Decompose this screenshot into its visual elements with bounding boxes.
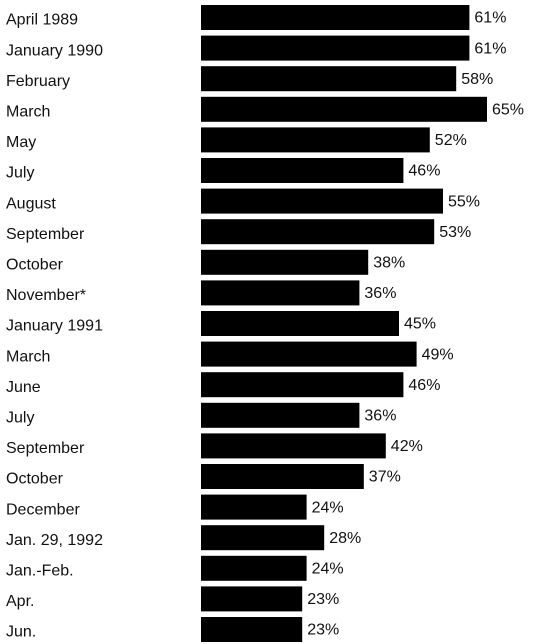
bar [201, 5, 470, 30]
value-label: 65% [492, 102, 524, 119]
bar [201, 158, 404, 183]
category-label: March [6, 348, 50, 365]
category-label: October [6, 257, 64, 274]
value-label: 45% [404, 316, 436, 333]
value-label: 24% [312, 561, 344, 578]
value-label: 36% [364, 285, 396, 302]
category-label: August [6, 195, 56, 212]
bar [201, 280, 360, 306]
category-label: Apr. [6, 593, 34, 610]
value-label: 49% [422, 346, 454, 363]
value-label: 42% [391, 438, 423, 455]
bar [201, 555, 307, 581]
bar [201, 372, 404, 398]
value-label: 53% [439, 224, 471, 241]
bar [201, 586, 303, 612]
bar [201, 341, 417, 367]
value-label: 61% [474, 40, 506, 57]
category-label: Jan. 29, 1992 [6, 532, 103, 549]
bar [201, 127, 430, 153]
bar [201, 464, 364, 489]
category-label: July [6, 410, 34, 427]
bar [201, 617, 303, 642]
value-label: 58% [461, 71, 493, 88]
category-label: November* [6, 287, 86, 304]
value-label: 37% [369, 469, 401, 486]
category-label: January 1991 [6, 318, 103, 335]
value-label: 28% [329, 530, 361, 547]
value-label: 46% [408, 377, 440, 394]
bar [201, 494, 307, 520]
value-label: 38% [373, 255, 405, 272]
value-label: 24% [312, 499, 344, 516]
value-label: 55% [448, 193, 480, 210]
bar [201, 96, 487, 122]
category-label: April 1989 [6, 12, 78, 29]
bar [201, 219, 435, 245]
bar [201, 525, 325, 551]
value-label: 36% [364, 408, 396, 425]
bar [201, 402, 360, 428]
category-label: Jan.-Feb. [6, 563, 74, 580]
category-label: September [6, 226, 85, 243]
category-label: December [6, 501, 80, 518]
category-label: June [6, 379, 41, 396]
value-label: 46% [408, 163, 440, 180]
category-label: Jun. [6, 624, 36, 641]
value-label: 52% [435, 132, 467, 149]
category-label: May [6, 134, 36, 151]
category-label: March [6, 104, 50, 121]
category-label: January 1990 [6, 42, 103, 59]
value-label: 61% [474, 10, 506, 27]
bar [201, 249, 369, 275]
bar [201, 188, 443, 214]
category-label: October [6, 471, 64, 488]
value-label: 23% [307, 591, 339, 608]
bar [201, 66, 457, 92]
category-label: February [6, 73, 70, 90]
bar [201, 311, 399, 336]
bar [201, 35, 470, 61]
bar [201, 433, 386, 459]
category-label: September [6, 440, 85, 457]
category-label: July [6, 165, 34, 182]
value-label: 23% [307, 622, 339, 639]
